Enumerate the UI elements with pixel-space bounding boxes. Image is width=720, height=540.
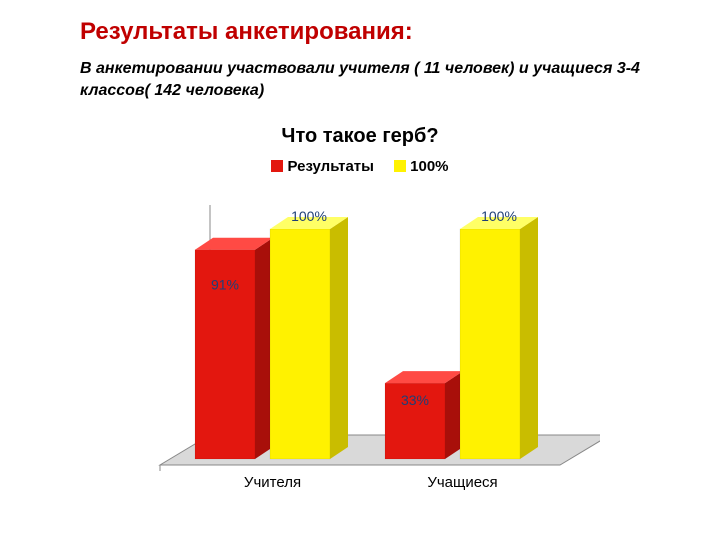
svg-text:91%: 91% (211, 277, 239, 293)
svg-text:100%: 100% (481, 208, 517, 224)
chart-title: Что такое герб? (0, 125, 720, 148)
legend-item-1: 100% (394, 158, 448, 175)
chart-area: 91% 100% 33% 100% Учителя Учащиеся (120, 185, 600, 495)
svg-text:33%: 33% (401, 392, 429, 408)
page-title: Результаты анкетирования: (80, 18, 413, 46)
chart-legend: Результаты 100% (0, 158, 720, 175)
page-subtitle: В анкетировании участвовали учителя ( 11… (80, 58, 640, 101)
svg-text:Учащиеся: Учащиеся (427, 474, 497, 491)
legend-item-0: Результаты (271, 158, 373, 175)
svg-text:Учителя: Учителя (244, 474, 301, 491)
legend-label-1: 100% (410, 158, 448, 175)
svg-text:100%: 100% (291, 208, 327, 224)
slide: Результаты анкетирования: В анкетировани… (0, 0, 720, 540)
legend-swatch-1 (394, 160, 406, 172)
bar-chart-3d: 91% 100% 33% 100% Учителя Учащиеся (120, 185, 600, 495)
legend-label-0: Результаты (287, 158, 373, 175)
legend-swatch-0 (271, 160, 283, 172)
